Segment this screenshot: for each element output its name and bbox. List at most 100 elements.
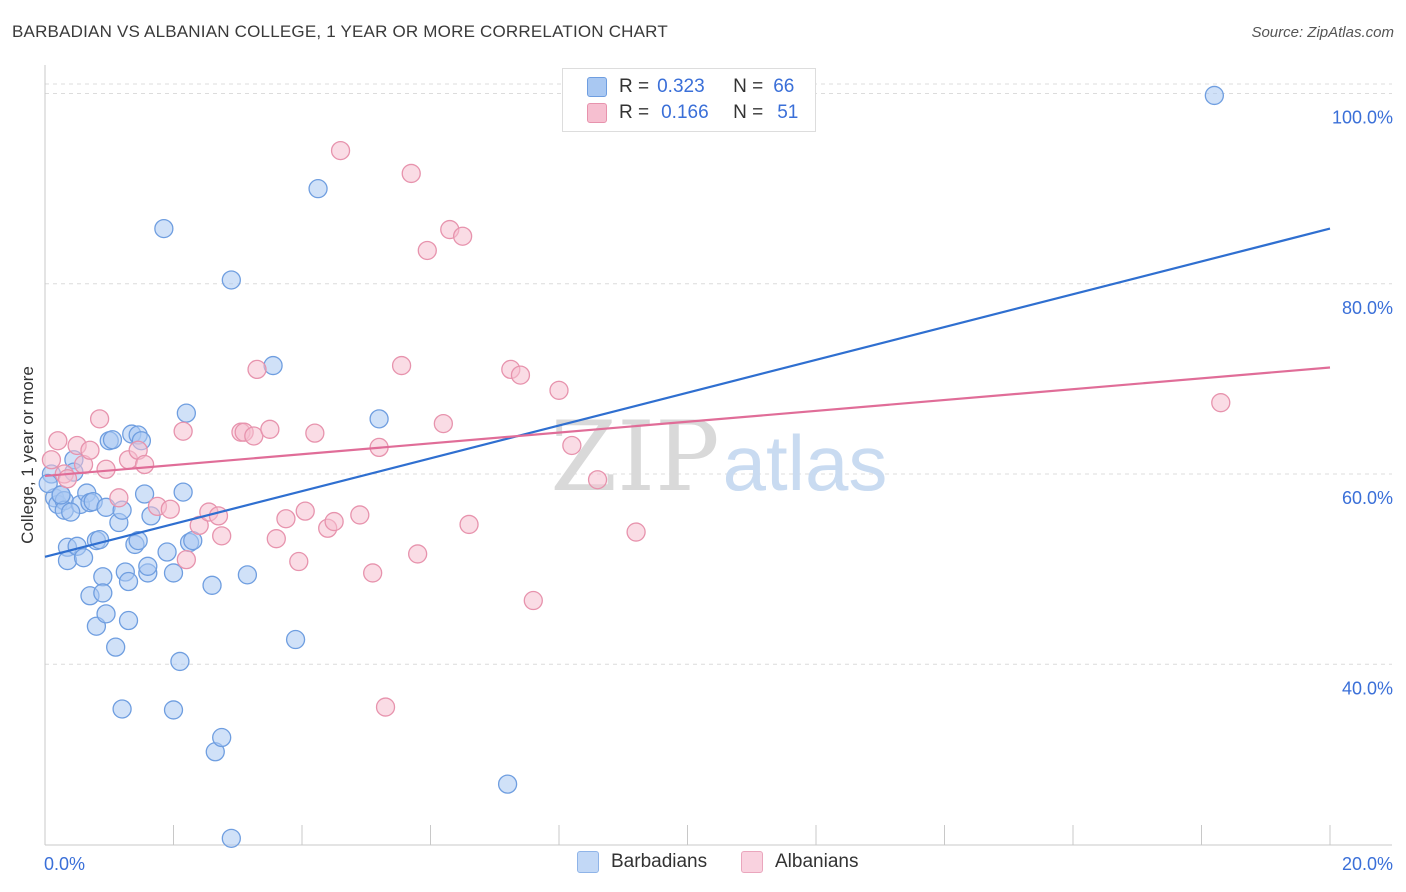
albanian-point [48,431,68,451]
watermark: ZIP atlas [550,401,887,513]
barbadian-point [89,530,110,550]
barbadian-point [221,270,241,290]
barbadian-point [96,604,116,624]
barbadian-point [134,484,155,504]
barbadian-point [112,699,132,719]
legend-item-barbadians[interactable]: Barbadians [577,851,707,873]
barbadians-trend-line [44,227,1331,558]
legend-swatch-pink [587,103,607,123]
y-tick-label: 40.0% [1342,678,1393,698]
albanian-point [350,505,370,525]
barbadian-point [118,610,139,631]
albanians-trend-line [44,366,1331,478]
barbadian-point [93,583,113,603]
albanian-point [330,140,351,161]
albanian-point [401,163,421,184]
legend-r-label: R = [619,76,650,97]
barbadian-point [51,485,71,505]
albanian-point [160,499,180,519]
barbadian-point [237,565,258,585]
barbadian-point [106,637,126,657]
albanian-point [433,413,454,434]
legend-n-value: 66 [773,76,795,97]
albanian-point [510,365,531,385]
legend-r-value: 0.323 [657,76,705,97]
barbadian-point [38,473,58,494]
albanian-point [375,697,396,717]
legend-swatch-pink [741,851,763,873]
legend-n-label: N = [733,76,764,97]
albanian-point [276,509,296,529]
legend-row-barbadians: R = 0.323 N = 66 [587,75,794,99]
y-axis-label: College, 1 year or more [18,366,37,544]
albanian-point [212,526,232,546]
barbadian-point [170,651,190,672]
barbadian-point [1204,85,1224,106]
albanian-point [459,514,479,535]
albanian-point [562,435,582,456]
albanian-point [41,450,62,470]
albanian-point [324,511,344,532]
albanian-point [391,355,412,376]
barbadian-point [73,548,94,568]
x-tick-label: 20.0% [1342,854,1393,874]
barbadian-point [154,218,174,239]
barbadian-point [263,355,283,376]
albanian-point [1211,393,1231,413]
albanian-point [305,423,325,443]
tick-labels: 100.0% 80.0% 60.0% 40.0% 0.0% 20.0% [44,108,1393,874]
barbadian-point [102,430,123,450]
albanian-point [417,240,437,261]
barbadian-point [157,542,177,562]
barbadian-point [163,700,184,720]
stats-legend: R = 0.323 N = 66 R = 0.166 N = 51 [562,68,816,132]
y-tick-label: 100.0% [1332,108,1393,128]
legend-swatch-blue [587,77,607,97]
albanian-point [109,488,129,508]
barbadian-point [308,179,328,199]
barbadian-point [93,567,113,587]
albanian-point [260,419,280,439]
albanian-point [452,226,473,246]
albanian-point [173,421,193,441]
albanian-point [134,454,155,475]
albanian-point [549,380,569,400]
legend-n-label: N = [733,102,764,123]
chart-title: BARBADIAN VS ALBANIAN COLLEGE, 1 YEAR OR… [12,22,668,41]
albanian-point [247,359,267,380]
watermark-zip: ZIP [550,401,719,513]
source-credit: Source: ZipAtlas.com [1251,24,1394,41]
legend-r-label: R = [619,102,650,123]
barbadian-point [212,727,232,748]
legend-label-albanians: Albanians [775,851,859,872]
watermark-atlas: atlas [723,419,888,507]
x-tick-label: 0.0% [44,854,85,874]
barbadian-point [202,575,222,595]
barbadian-point [369,409,389,429]
barbadian-point [497,774,518,794]
y-tick-label: 60.0% [1342,488,1393,508]
albanian-point [587,470,608,490]
legend-item-albanians[interactable]: Albanians [741,851,858,873]
albanian-point [407,544,428,564]
barbadian-point [173,482,193,502]
albanian-point [80,440,100,460]
albanian-point [295,501,315,521]
y-tick-label: 80.0% [1342,298,1393,318]
barbadian-point [61,502,81,522]
barbadian-point [176,403,197,423]
barbadian-point [221,828,241,848]
series-legend: Barbadians Albanians [0,851,1406,877]
legend-n-value: 51 [777,102,799,123]
barbadian-point [163,563,184,583]
trend-lines [44,227,1331,558]
barbadian-point [118,571,139,592]
albanian-point [176,549,197,570]
barbadian-point [128,530,148,551]
albanian-point [363,563,383,583]
barbadian-point [285,629,306,650]
albanian-point [266,529,286,549]
legend-label-barbadians: Barbadians [611,851,708,872]
albanian-point [89,409,110,429]
